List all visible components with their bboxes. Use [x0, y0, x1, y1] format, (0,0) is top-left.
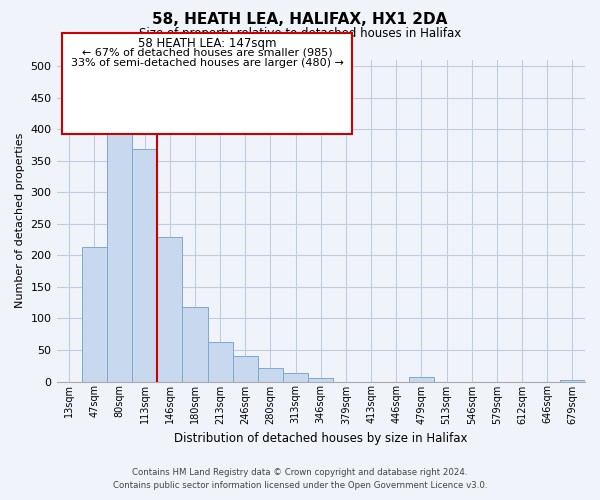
Bar — [182, 307, 208, 382]
Text: Size of property relative to detached houses in Halifax: Size of property relative to detached ho… — [139, 28, 461, 40]
Bar — [560, 380, 585, 382]
Text: 58, HEATH LEA, HALIFAX, HX1 2DA: 58, HEATH LEA, HALIFAX, HX1 2DA — [152, 12, 448, 28]
Bar — [258, 368, 283, 382]
Bar — [409, 377, 434, 382]
Y-axis label: Number of detached properties: Number of detached properties — [15, 133, 25, 308]
Bar — [208, 342, 233, 382]
Bar — [283, 372, 308, 382]
Text: 58 HEATH LEA: 147sqm: 58 HEATH LEA: 147sqm — [138, 36, 277, 50]
Bar — [233, 356, 258, 382]
Bar — [132, 149, 157, 382]
Bar — [157, 236, 182, 382]
Text: 33% of semi-detached houses are larger (480) →: 33% of semi-detached houses are larger (… — [71, 58, 344, 68]
Text: ← 67% of detached houses are smaller (985): ← 67% of detached houses are smaller (98… — [82, 48, 332, 58]
Bar — [82, 247, 107, 382]
Bar — [308, 378, 334, 382]
Bar — [107, 127, 132, 382]
X-axis label: Distribution of detached houses by size in Halifax: Distribution of detached houses by size … — [174, 432, 467, 445]
Text: Contains HM Land Registry data © Crown copyright and database right 2024.
Contai: Contains HM Land Registry data © Crown c… — [113, 468, 487, 490]
